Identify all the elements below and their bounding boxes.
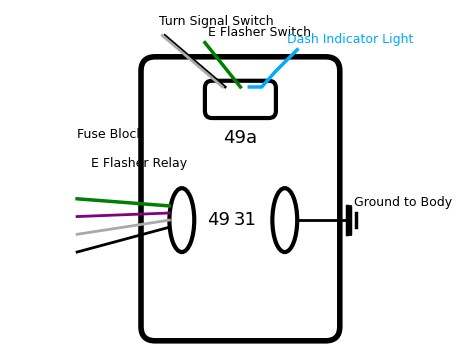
Text: Ground to Body: Ground to Body [354,196,452,209]
Text: 49a: 49a [223,129,257,147]
Text: Turn Signal Switch: Turn Signal Switch [159,15,273,28]
FancyBboxPatch shape [205,81,276,118]
Text: E Flasher Switch: E Flasher Switch [209,26,311,39]
Text: Fuse Block: Fuse Block [77,129,144,141]
Text: E Flasher Relay: E Flasher Relay [91,157,187,170]
Text: 31: 31 [234,211,256,229]
Text: Dash Indicator Light: Dash Indicator Light [287,33,413,46]
FancyBboxPatch shape [141,57,340,341]
Text: 49: 49 [207,211,230,229]
Ellipse shape [169,188,194,252]
Ellipse shape [273,188,297,252]
